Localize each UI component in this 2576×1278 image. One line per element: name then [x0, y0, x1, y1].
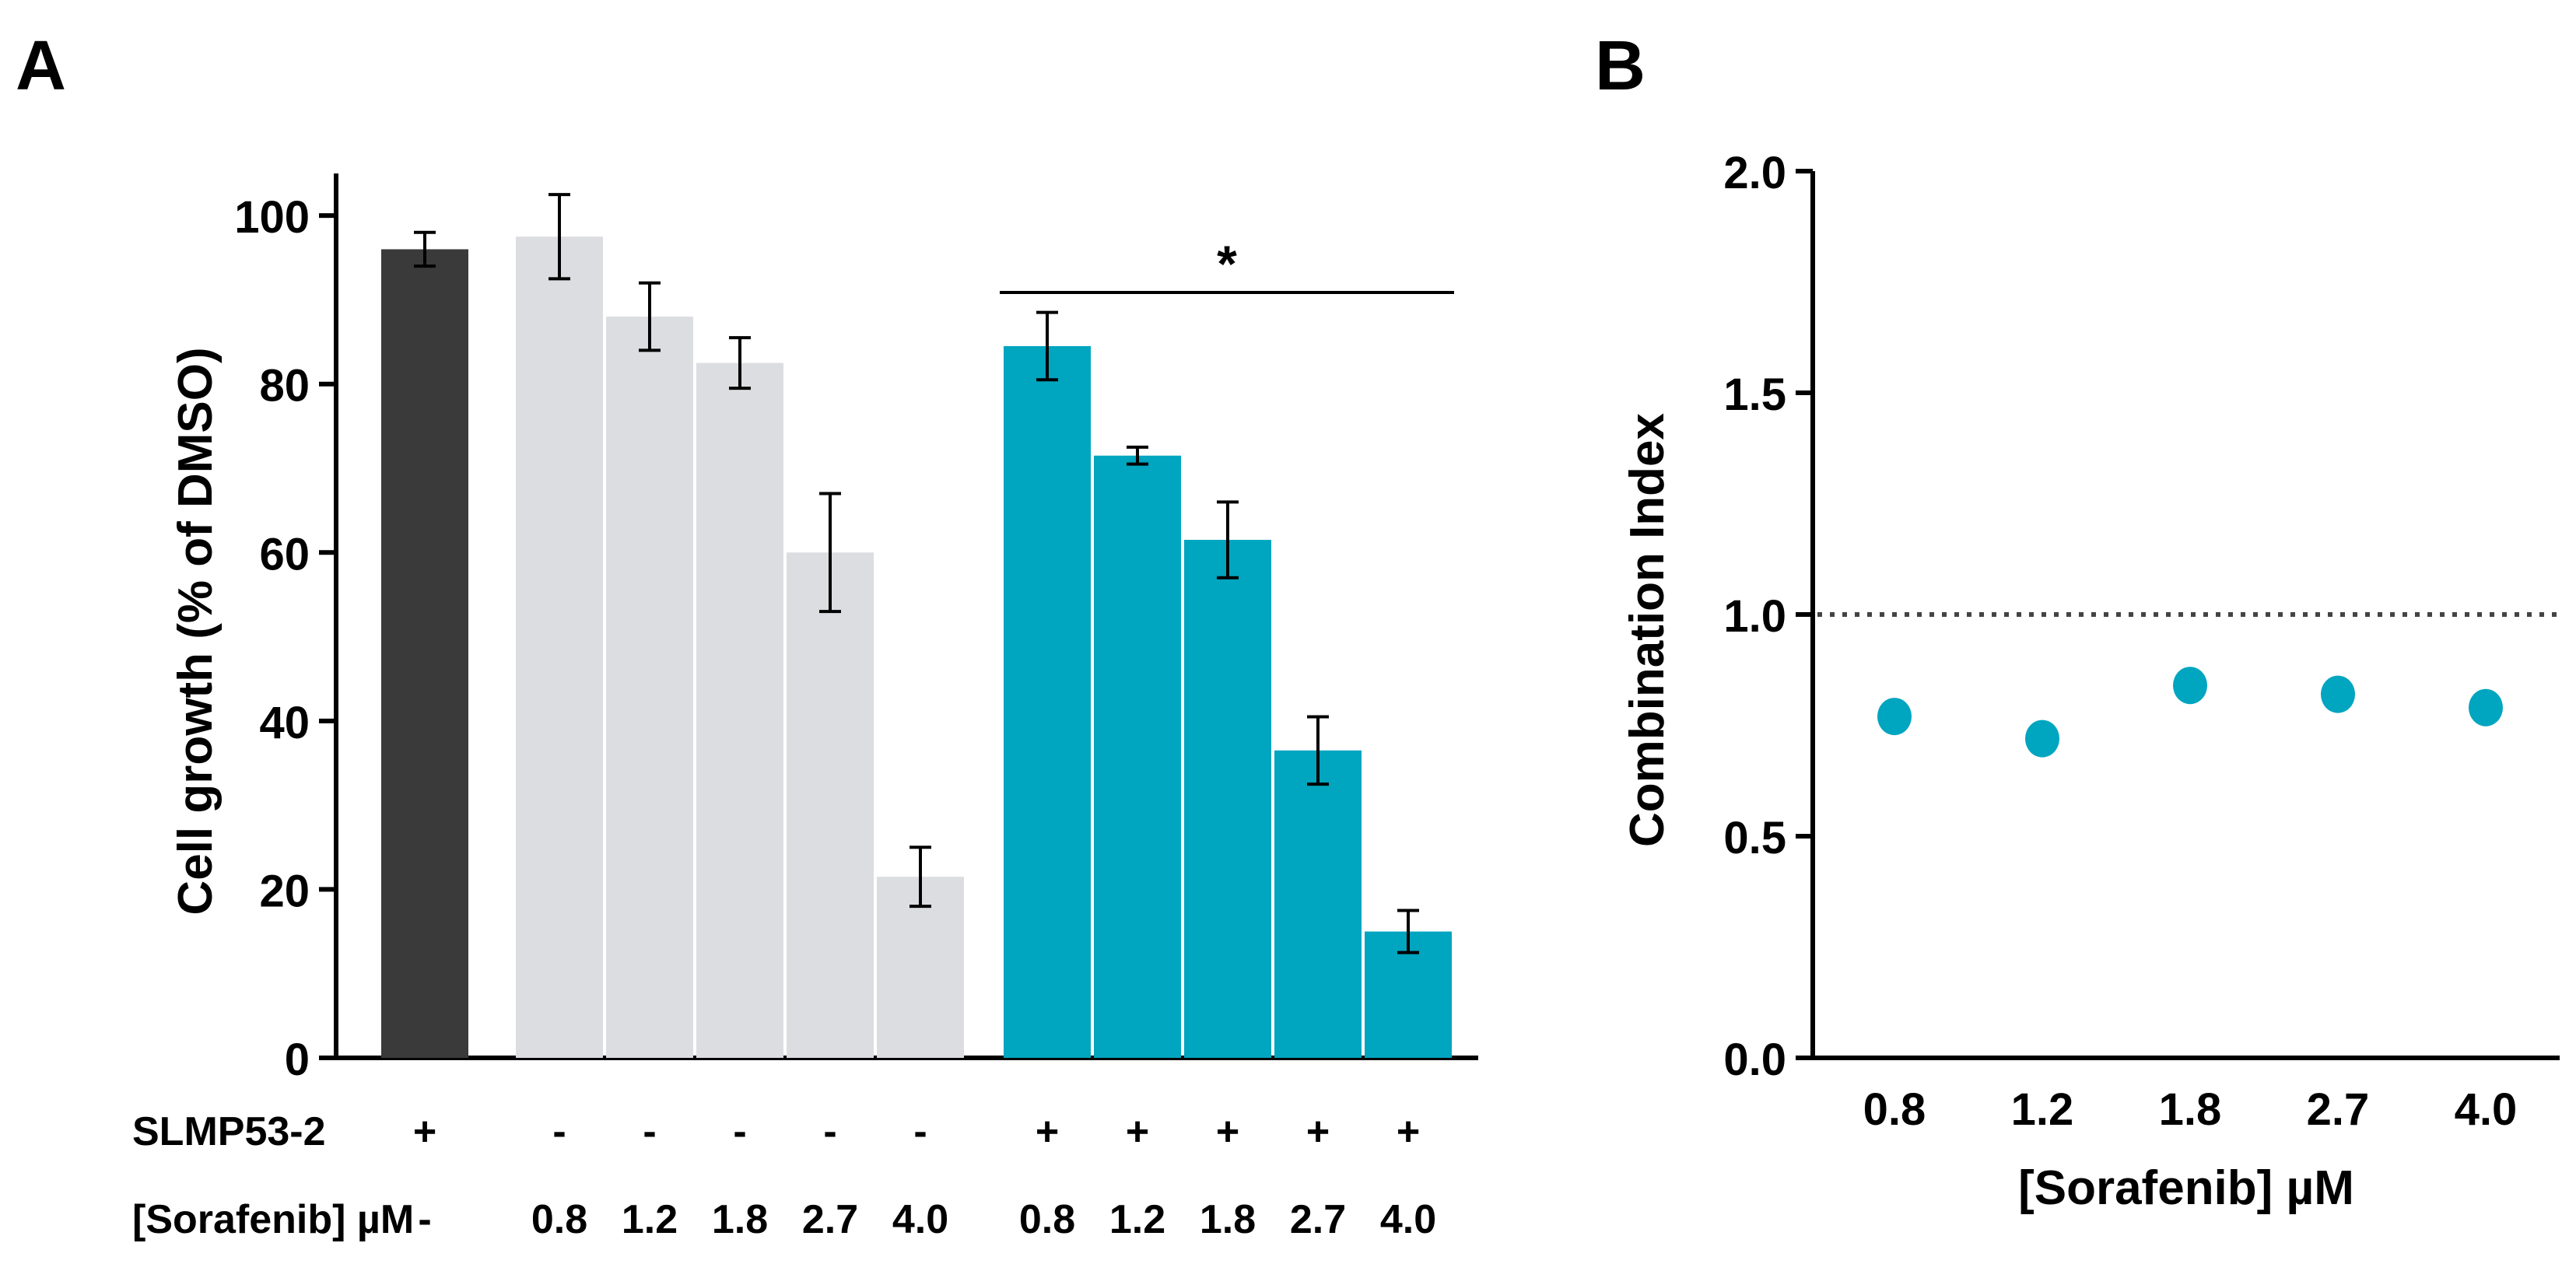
bar [606, 317, 693, 1059]
slmp-treatment-label: - [913, 1109, 927, 1154]
bar [696, 362, 783, 1059]
x-tick-label: 4.0 [2455, 1084, 2518, 1135]
slmp-treatment-label: + [1036, 1109, 1059, 1154]
y-axis-title: Cell growth (% of DMSO) [169, 347, 223, 915]
y-tick-label: 20 [259, 866, 310, 916]
sorafenib-dose-label: 4.0 [1380, 1197, 1436, 1242]
slmp-treatment-label: + [1397, 1109, 1420, 1154]
sorafenib-dose-label: 4.0 [892, 1197, 948, 1242]
y-tick-label: 40 [259, 698, 310, 748]
x-tick-label: 2.7 [2307, 1084, 2370, 1135]
bar [381, 249, 468, 1058]
sorafenib-dose-label: 0.8 [531, 1197, 587, 1242]
y-tick-label: 2.0 [1723, 148, 1786, 198]
bar [1184, 540, 1271, 1058]
slmp-treatment-label: - [552, 1109, 566, 1154]
y-tick-label: 1.5 [1723, 369, 1786, 420]
y-tick-label: 0.0 [1723, 1035, 1786, 1085]
slmp-treatment-label: + [1216, 1109, 1239, 1154]
panel-b-scatter-chart: 0.0 0.5 1.0 1.5 2.0 Combination Index 0.8 1.2 1.… [1621, 148, 2560, 1215]
data-point [2025, 720, 2059, 758]
y-tick-label: 0.5 [1723, 813, 1786, 863]
y-tick-label: 60 [259, 529, 310, 579]
x-tick-label: 1.2 [2011, 1084, 2074, 1135]
panel-a-bar-chart: 0 20 40 60 80 100 Cell growth (% of DMSO) + - - 0.… [132, 173, 1478, 1242]
slmp-treatment-label: - [823, 1109, 836, 1154]
panel-a-label: A [16, 27, 66, 105]
x-tick-label: 0.8 [1863, 1084, 1926, 1135]
sorafenib-dose-label: 1.8 [1200, 1197, 1256, 1242]
sorafenib-dose-label: 1.2 [622, 1197, 678, 1242]
significance-marker: * [1217, 235, 1237, 292]
slmp-treatment-label: + [1306, 1109, 1330, 1154]
x-axis-title: [Sorafenib] µM [2018, 1161, 2354, 1215]
slmp-treatment-label: + [1126, 1109, 1149, 1154]
bar [787, 552, 874, 1058]
bar [516, 236, 603, 1058]
sorafenib-dose-label: 2.7 [1290, 1197, 1346, 1242]
y-tick-label: 0 [285, 1035, 310, 1085]
data-point [2173, 667, 2207, 705]
data-point [2469, 688, 2503, 727]
sorafenib-dose-label: 1.8 [712, 1197, 768, 1242]
sorafenib-dose-label: 2.7 [802, 1197, 858, 1242]
bar [1274, 750, 1362, 1058]
bar [1004, 345, 1091, 1058]
sorafenib-dose-label: 0.8 [1019, 1197, 1075, 1242]
y-tick-label: 80 [259, 361, 310, 411]
sorafenib-dose-label: - [418, 1197, 431, 1242]
y-axis-title: Combination Index [1621, 412, 1674, 847]
row-title-slmp: SLMP53-2 [132, 1109, 326, 1154]
row-title-sorafenib: [Sorafenib] µM [132, 1197, 414, 1242]
y-tick-label: 1.0 [1723, 591, 1786, 642]
bar [1094, 455, 1181, 1058]
data-point [1877, 698, 1912, 736]
sorafenib-dose-label: 1.2 [1109, 1197, 1165, 1242]
x-tick-label: 1.8 [2159, 1084, 2222, 1135]
slmp-treatment-label: - [643, 1109, 656, 1154]
slmp-treatment-label: - [733, 1109, 746, 1154]
panel-b-label: B [1595, 27, 1645, 105]
data-point [2321, 675, 2355, 713]
slmp-treatment-label: + [413, 1109, 436, 1154]
y-tick-label: 100 [234, 192, 310, 243]
